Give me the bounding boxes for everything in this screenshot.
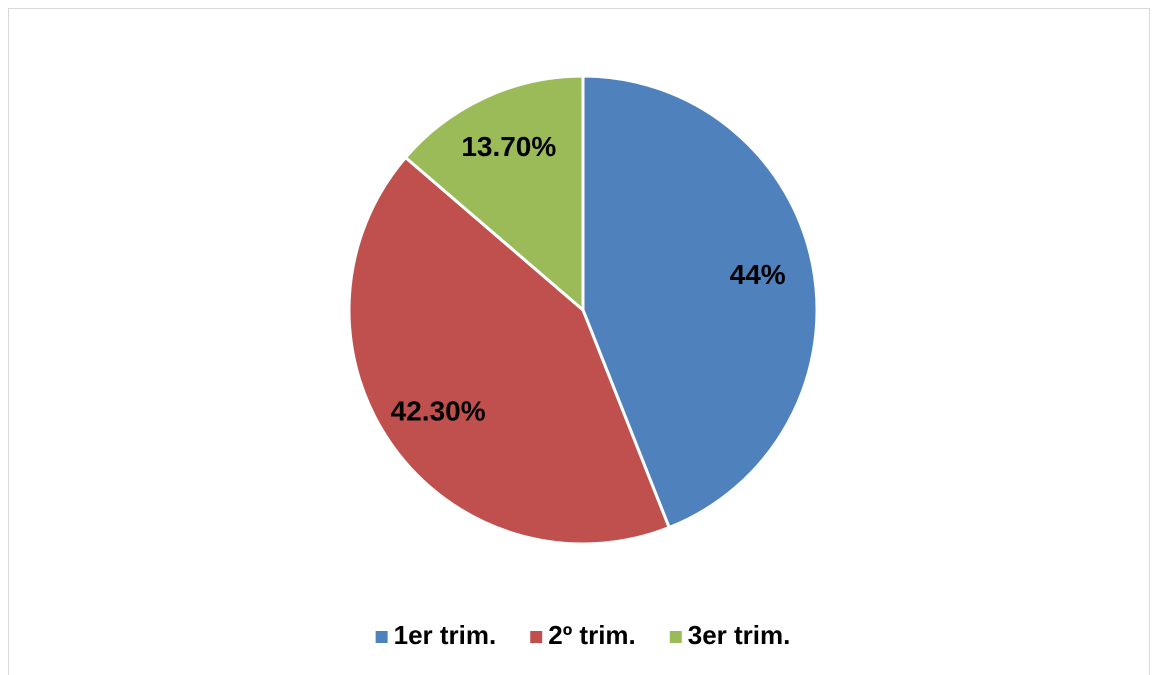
pie-slice	[347, 155, 672, 546]
data-label: 13.70%	[461, 131, 556, 162]
legend-label: 3er trim.	[688, 620, 791, 650]
data-label: 44%	[730, 259, 786, 290]
pie-slice	[403, 74, 585, 314]
legend-swatch	[375, 631, 388, 643]
legend-label: 2º trim.	[548, 620, 636, 650]
data-label: 42.30%	[391, 396, 486, 427]
legend-label: 1er trim.	[394, 620, 497, 650]
legend-swatch	[530, 631, 543, 643]
legend-swatch	[669, 631, 682, 643]
pie-slice	[581, 74, 819, 530]
